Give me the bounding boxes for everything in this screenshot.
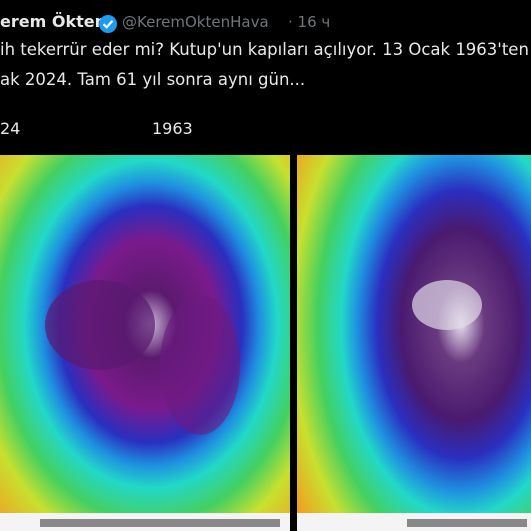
tweet-text-line: ak 2024. Tam 61 yıl sonra aynı gün... — [0, 70, 306, 89]
author-handle[interactable]: @KeremOktenHava — [122, 13, 269, 31]
verified-badge — [99, 15, 117, 33]
weather-map[interactable] — [0, 155, 290, 531]
image-label: 1963 — [152, 119, 193, 138]
weather-map[interactable] — [297, 155, 531, 531]
post-time[interactable]: · 16 ч — [288, 13, 331, 31]
tweet-text-line: ih tekerrür eder mi? Kutup'un kapıları a… — [0, 40, 529, 59]
author-name[interactable]: erem Ökten — [0, 12, 106, 31]
image-label: 24 — [0, 119, 21, 138]
